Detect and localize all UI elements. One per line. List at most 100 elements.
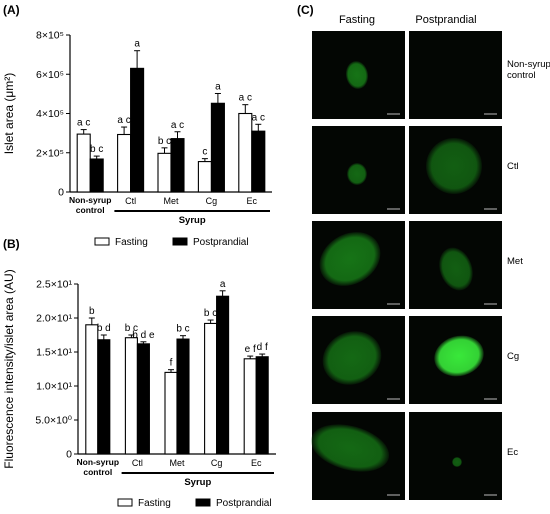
bar-fasting	[85, 324, 99, 455]
bar-postprandial	[130, 67, 145, 193]
y-tick-label: 0	[58, 187, 64, 199]
islet	[434, 335, 484, 377]
legend-swatch-postprandial	[172, 237, 188, 246]
legend-swatch-postprandial	[195, 498, 211, 507]
micrograph-fasting	[312, 126, 405, 214]
row-label: Ctl	[507, 161, 519, 172]
y-tick-label: 2.0×10¹	[36, 313, 72, 325]
significance-label: a c	[77, 118, 90, 129]
bar-postprandial	[170, 138, 185, 193]
y-tick-label: 4×10⁵	[36, 108, 64, 120]
bar-fasting	[117, 133, 132, 193]
significance-label: a	[215, 81, 221, 92]
row-label: Non-syrup control	[507, 59, 550, 81]
panel-label: (C)	[297, 3, 314, 17]
micrograph-background	[409, 31, 502, 119]
panel-label: (B)	[3, 237, 20, 251]
significance-label: a	[134, 39, 140, 50]
y-tick-label: 6×10⁵	[36, 69, 64, 81]
islet	[322, 331, 382, 385]
bar-postprandial	[97, 339, 111, 455]
bar-fasting	[204, 322, 218, 455]
panel-a: (A) 0 2×10⁵ 4×10⁵ 6×10⁵ 8×10⁵ Islet area (μm²)…	[2, 3, 272, 248]
micrograph-postprandial	[409, 126, 502, 214]
legend-label-postprandial: Postprandial	[216, 498, 272, 509]
legend-swatch-fasting	[117, 498, 133, 507]
legend-label-fasting: Fasting	[115, 237, 148, 248]
y-tick-label: 1.0×10¹	[36, 381, 72, 393]
micrograph-fasting	[310, 412, 405, 500]
row-label: Ec	[507, 447, 518, 458]
micrograph-postprandial	[409, 31, 502, 119]
bar-fasting	[164, 371, 178, 455]
islet	[319, 232, 381, 286]
significance-label: b c	[90, 144, 103, 155]
micrograph-fasting	[312, 31, 405, 119]
significance-label: f	[170, 358, 173, 369]
micrograph-fasting	[312, 221, 405, 309]
x-tick-label: Non-syrup control	[77, 457, 120, 477]
islet	[426, 138, 482, 194]
significance-label: a	[220, 279, 226, 290]
x-tick-label: Ctl	[125, 196, 136, 206]
y-tick-label: 2.5×10¹	[36, 279, 72, 291]
islet	[345, 61, 369, 89]
y-tick-label: 5.0×10⁰	[35, 415, 72, 427]
significance-label: b d	[97, 323, 111, 334]
significance-label: b c	[176, 324, 189, 335]
bar-postprandial	[251, 130, 266, 193]
bar-postprandial	[89, 158, 104, 193]
x-tick-label: Non-syrup control	[69, 195, 112, 215]
x-tick-label: Ctl	[132, 458, 143, 468]
bar-fasting	[76, 133, 91, 193]
y-tick-label: 2×10⁵	[36, 147, 64, 159]
y-axis-label: Fluorescence intensity/islet area (AU)	[2, 269, 16, 468]
micrograph-postprandial	[409, 221, 502, 309]
significance-label: a c	[117, 115, 130, 126]
panel-b: (B) 0 5.0×10⁰ 1.0×10¹ 1.5×10¹ 2.0×10¹ 2.5×10¹ F…	[2, 237, 276, 509]
legend-label-postprandial: Postprandial	[193, 237, 249, 248]
x-tick-label: Met	[163, 196, 179, 206]
x-tick-label: Ec	[247, 196, 258, 206]
islet	[310, 424, 390, 472]
significance-label: d f	[257, 342, 268, 353]
x-tick-label: Ec	[251, 458, 262, 468]
significance-label: b	[89, 306, 95, 317]
bar-postprandial	[210, 102, 225, 193]
bar-fasting	[124, 337, 138, 455]
y-tick-label: 1.5×10¹	[36, 347, 72, 359]
micrograph-fasting	[312, 316, 405, 404]
significance-label: a c	[252, 112, 265, 123]
bar-fasting	[243, 358, 257, 455]
bar-postprandial	[176, 338, 190, 455]
panel-c-micrographs: (C) Fasting Postprandial Non-syrup control Ct…	[297, 3, 550, 500]
column-header-fasting: Fasting	[339, 14, 375, 26]
panel-label: (A)	[3, 3, 20, 17]
row-label: Met	[507, 256, 523, 267]
significance-label: b d e	[132, 330, 155, 341]
islet	[347, 163, 367, 185]
legend-label-fasting: Fasting	[138, 498, 171, 509]
bar-postprandial	[255, 356, 269, 455]
bar-postprandial	[216, 295, 230, 455]
islet	[439, 247, 473, 291]
column-header-postprandial: Postprandial	[415, 14, 476, 26]
significance-label: a c	[171, 120, 184, 131]
significance-label: a c	[239, 93, 252, 104]
bar-fasting	[157, 152, 172, 193]
significance-label: b c	[204, 308, 217, 319]
significance-label: c	[202, 147, 207, 158]
islet	[452, 457, 462, 467]
y-tick-label: 8×10⁵	[36, 30, 64, 42]
bar-fasting	[238, 112, 253, 193]
bar-postprandial	[136, 343, 150, 455]
bar-fasting	[197, 161, 212, 193]
x-tick-label: Cg	[206, 196, 218, 206]
legend-swatch-fasting	[94, 237, 110, 246]
group-label: Syrup	[179, 215, 206, 226]
x-tick-label: Cg	[211, 458, 223, 468]
x-tick-label: Met	[169, 458, 185, 468]
micrograph-background	[409, 412, 502, 500]
significance-label: b c	[158, 136, 171, 147]
